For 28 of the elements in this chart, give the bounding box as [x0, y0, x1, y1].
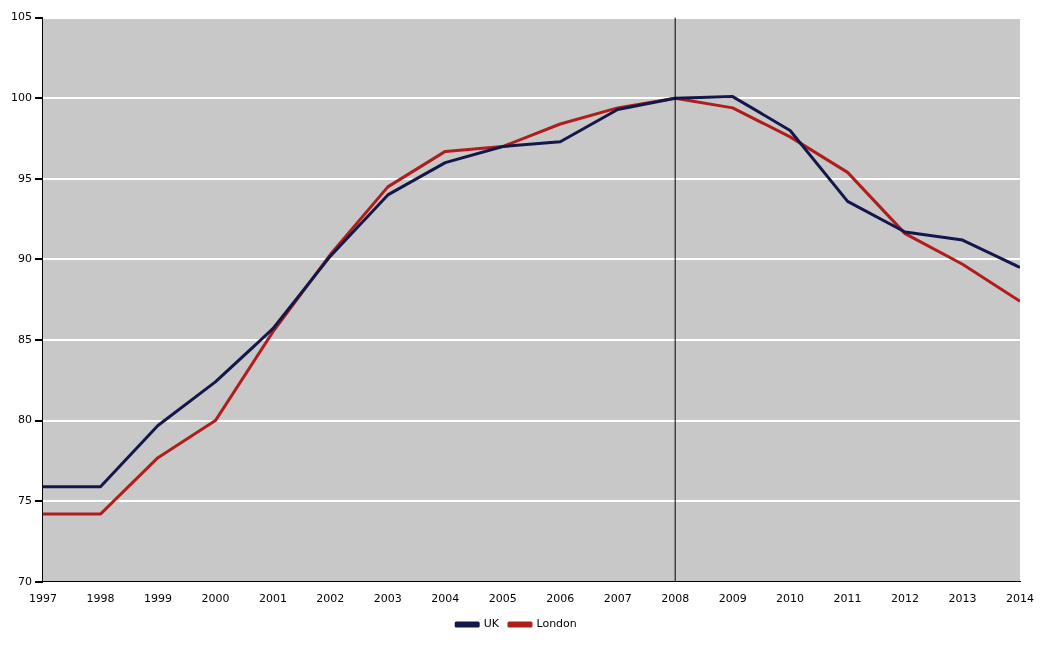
x-tick-label: 2010 — [776, 592, 805, 606]
x-tick-label: 2002 — [316, 592, 345, 606]
y-tick-label: 105 — [11, 10, 32, 24]
legend-label: UK — [483, 617, 500, 631]
y-tick-label: 70 — [18, 574, 32, 588]
x-tick-label: 2001 — [258, 592, 287, 606]
x-tick-label: 1998 — [86, 592, 115, 606]
x-tick-label: 2000 — [201, 592, 230, 606]
x-tick-label: 2009 — [718, 592, 747, 606]
x-tick-label: 1997 — [29, 592, 57, 606]
x-tick-label: 2003 — [373, 592, 402, 606]
y-tick-label: 85 — [18, 332, 32, 346]
x-tick-label: 2013 — [948, 592, 977, 606]
y-tick-label: 75 — [18, 494, 32, 508]
legend-label: London — [536, 617, 577, 631]
y-tick-label: 90 — [18, 252, 32, 266]
x-tick-label: 2008 — [661, 592, 690, 606]
y-tick-label: 95 — [18, 171, 32, 185]
x-tick-label: 2004 — [431, 592, 460, 606]
y-tick-label: 80 — [18, 413, 32, 427]
x-tick-label: 2011 — [833, 592, 862, 606]
x-tick-label: 2012 — [891, 592, 920, 606]
x-tick-label: 2005 — [488, 592, 517, 606]
x-tick-label: 2006 — [546, 592, 575, 606]
x-tick-label: 2014 — [1006, 592, 1034, 606]
x-tick-label: 2007 — [603, 592, 632, 606]
y-tick-label: 100 — [11, 91, 32, 105]
x-tick-label: 1999 — [143, 592, 172, 606]
